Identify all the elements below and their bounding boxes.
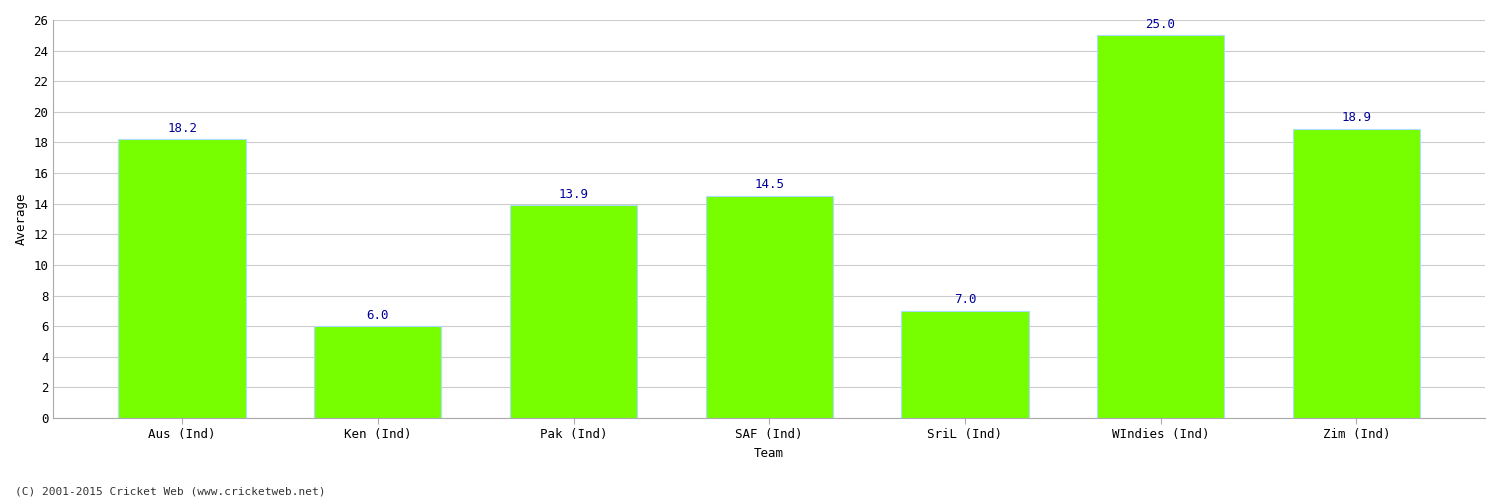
Bar — [510, 205, 638, 418]
Bar — [902, 311, 1029, 418]
Bar — [314, 326, 441, 418]
X-axis label: Team: Team — [754, 447, 784, 460]
Text: 18.2: 18.2 — [166, 122, 196, 135]
Bar — [1293, 128, 1420, 418]
Text: 18.9: 18.9 — [1341, 111, 1371, 124]
Bar — [705, 196, 833, 418]
Text: 7.0: 7.0 — [954, 294, 976, 306]
Text: (C) 2001-2015 Cricket Web (www.cricketweb.net): (C) 2001-2015 Cricket Web (www.cricketwe… — [15, 487, 326, 497]
Text: 25.0: 25.0 — [1146, 18, 1176, 30]
Bar — [1096, 36, 1224, 418]
Bar — [118, 140, 246, 418]
Text: 14.5: 14.5 — [754, 178, 784, 192]
Y-axis label: Average: Average — [15, 193, 28, 246]
Text: 6.0: 6.0 — [366, 308, 388, 322]
Text: 13.9: 13.9 — [558, 188, 588, 200]
